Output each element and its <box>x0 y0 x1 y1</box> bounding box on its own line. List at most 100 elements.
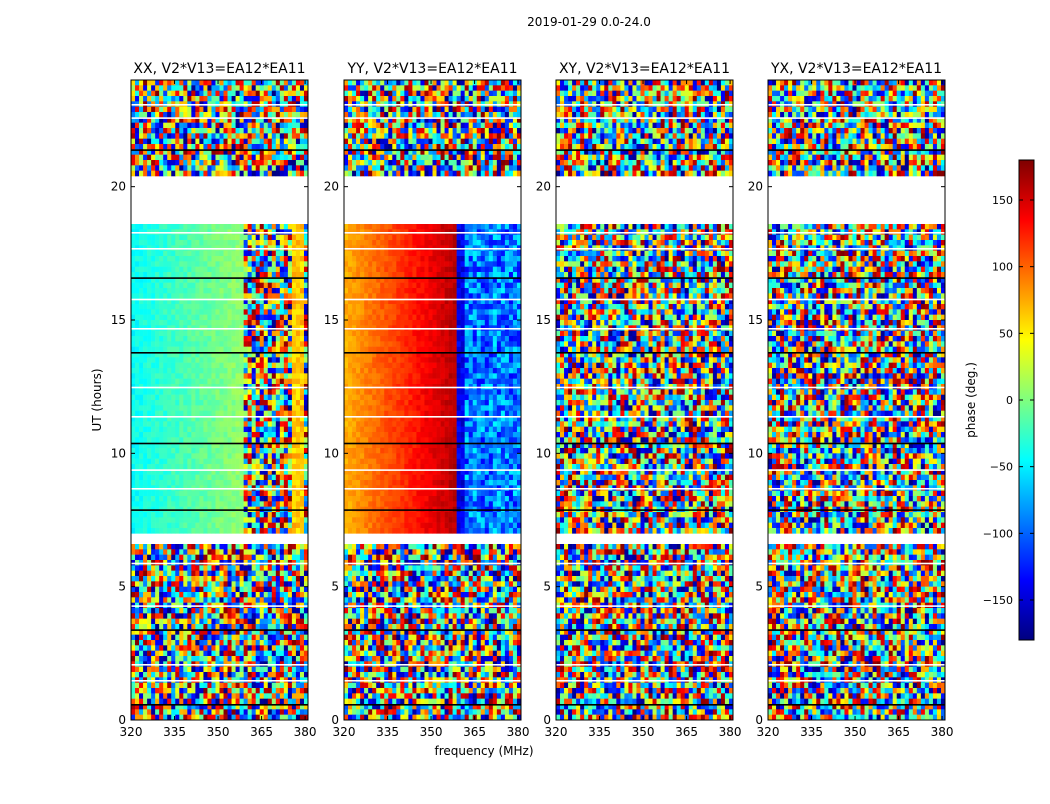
heatmap-cell <box>159 597 163 603</box>
heatmap-cell <box>203 437 207 443</box>
heatmap-cell <box>228 272 232 278</box>
heatmap-cell <box>195 85 199 91</box>
heatmap-cell <box>220 357 224 363</box>
heatmap-cell <box>211 501 215 507</box>
heatmap-cell <box>236 512 240 518</box>
heatmap-cell <box>268 267 272 273</box>
heatmap-cell <box>215 123 219 129</box>
heatmap-cell <box>224 267 228 273</box>
heatmap-cell <box>368 85 372 91</box>
heatmap-cell <box>292 448 296 454</box>
heatmap-cell <box>151 144 155 150</box>
heatmap-cell <box>300 667 304 673</box>
heatmap-cell <box>244 363 248 369</box>
heatmap-cell <box>224 709 228 715</box>
heatmap-cell <box>288 565 292 571</box>
heatmap-cell <box>183 336 187 342</box>
heatmap-cell <box>296 251 300 257</box>
heatmap-cell <box>135 667 139 673</box>
heatmap-cell <box>296 112 300 118</box>
heatmap-cell <box>183 528 187 534</box>
heatmap-cell <box>147 320 151 326</box>
heatmap-cell <box>260 597 264 603</box>
heatmap-cell <box>179 688 183 694</box>
heatmap-cell <box>211 715 215 721</box>
heatmap-cell <box>276 437 280 443</box>
heatmap-cell <box>211 331 215 337</box>
heatmap-cell <box>296 421 300 427</box>
heatmap-cell <box>203 165 207 171</box>
heatmap-cell <box>195 341 199 347</box>
heatmap-cell <box>236 715 240 721</box>
heatmap-cell <box>268 683 272 689</box>
heatmap-cell <box>191 608 195 614</box>
heatmap-cell <box>183 459 187 465</box>
heatmap-cell <box>171 699 175 705</box>
heatmap-cell <box>284 635 288 641</box>
heatmap-cell <box>191 581 195 587</box>
heatmap-cell <box>268 144 272 150</box>
heatmap-cell <box>131 288 135 294</box>
heatmap-cell <box>276 475 280 481</box>
heatmap-cell <box>244 437 248 443</box>
heatmap-cell <box>207 549 211 555</box>
heatmap-cell <box>252 373 256 379</box>
heatmap-cell <box>199 491 203 497</box>
heatmap-cell <box>139 235 143 241</box>
heatmap-cell <box>171 395 175 401</box>
heatmap-cell <box>207 405 211 411</box>
heatmap-cell <box>211 144 215 150</box>
heatmap-cell <box>179 592 183 598</box>
heatmap-cell <box>228 512 232 518</box>
heatmap-cell <box>240 368 244 374</box>
heatmap-cell <box>445 85 449 91</box>
heatmap-cell <box>300 523 304 529</box>
heatmap-cell <box>171 512 175 518</box>
heatmap-cell <box>300 592 304 598</box>
heatmap-cell <box>207 251 211 257</box>
heatmap-cell <box>477 80 481 86</box>
heatmap-cell <box>187 251 191 257</box>
heatmap-cell <box>139 683 143 689</box>
heatmap-cell <box>183 715 187 721</box>
heatmap-cell <box>248 85 252 91</box>
heatmap-cell <box>292 667 296 673</box>
heatmap-cell <box>260 683 264 689</box>
heatmap-cell <box>300 373 304 379</box>
heatmap-cell <box>264 656 268 662</box>
heatmap-cell <box>203 272 207 278</box>
heatmap-cell <box>155 496 159 502</box>
heatmap-cell <box>203 587 207 593</box>
heatmap-cell <box>260 432 264 438</box>
heatmap-cell <box>147 613 151 619</box>
heatmap-cell <box>284 645 288 651</box>
heatmap-cell <box>288 608 292 614</box>
heatmap-cell <box>207 235 211 241</box>
heatmap-cell <box>199 613 203 619</box>
heatmap-cell <box>256 459 260 465</box>
heatmap-cell <box>199 645 203 651</box>
heatmap-cell <box>139 400 143 406</box>
heatmap-cell <box>296 555 300 561</box>
heatmap-cell <box>260 656 264 662</box>
heatmap-cell <box>207 715 211 721</box>
heatmap-cell <box>139 139 143 145</box>
heatmap-cell <box>260 373 264 379</box>
heatmap-cell <box>284 709 288 715</box>
heatmap-cell <box>384 91 388 97</box>
heatmap-cell <box>256 699 260 705</box>
heatmap-cell <box>220 123 224 129</box>
heatmap-cell <box>215 331 219 337</box>
heatmap-cell <box>284 571 288 577</box>
heatmap-cell <box>135 283 139 289</box>
heatmap-cell <box>248 501 252 507</box>
heatmap-cell <box>171 112 175 118</box>
heatmap-cell <box>139 293 143 299</box>
heatmap-cell <box>159 133 163 139</box>
heatmap-cell <box>187 160 191 166</box>
heatmap-cell <box>288 421 292 427</box>
heatmap-cell <box>147 480 151 486</box>
heatmap-cell <box>272 480 276 486</box>
heatmap-cell <box>135 555 139 561</box>
heatmap-cell <box>300 496 304 502</box>
